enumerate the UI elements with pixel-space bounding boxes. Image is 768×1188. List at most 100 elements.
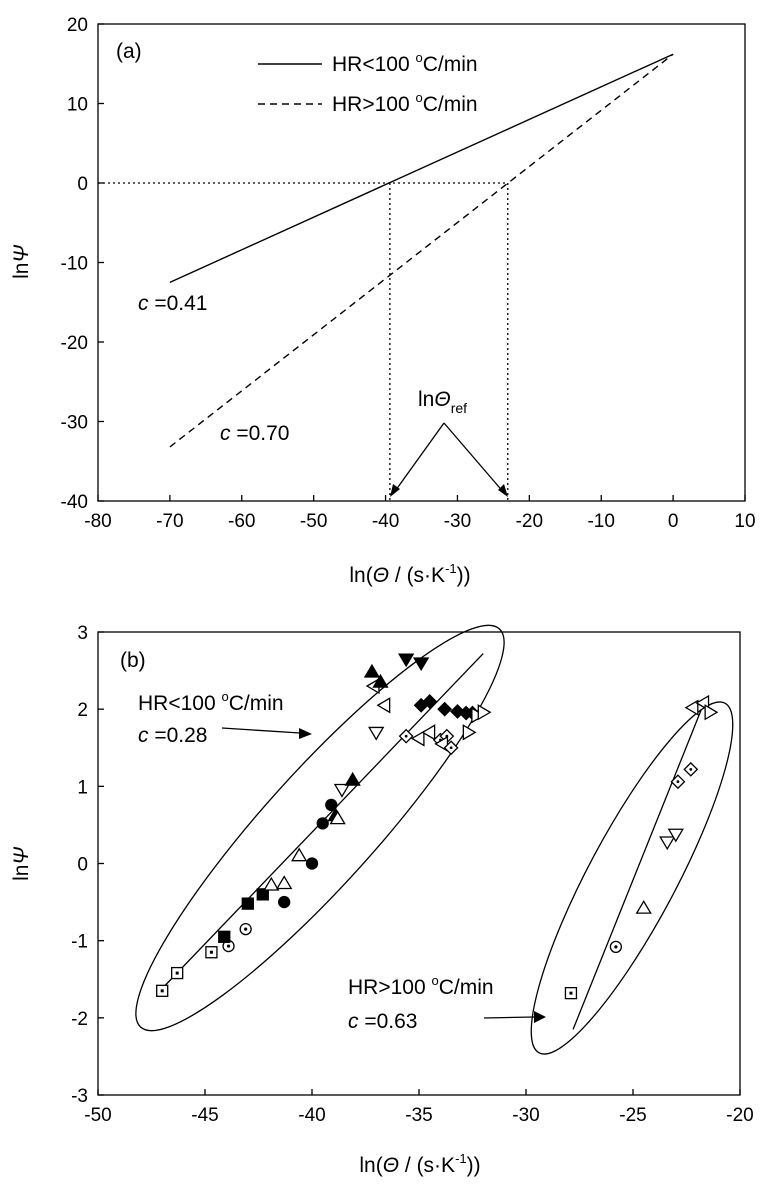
point-circle-filled <box>316 817 329 830</box>
axis0-ytick-label: -20 <box>61 333 88 354</box>
point-triangle-filled <box>363 663 381 678</box>
point-triangle-down-open <box>368 726 385 741</box>
ref-arrowhead-right <box>498 484 508 497</box>
point-triangle-left-open <box>684 699 699 716</box>
point-triangle-left-open <box>421 724 436 741</box>
point-circle-filled <box>278 895 291 909</box>
series-lines-a <box>169 53 674 448</box>
point-triangle-filled <box>372 673 389 688</box>
ellipse-group-low <box>135 624 505 1032</box>
y-axis-label-b: lnΨ <box>10 847 33 881</box>
point-circle-filled <box>305 857 319 870</box>
axis0-xtick-label: 0 <box>668 511 679 532</box>
x-axis-label-b: ln(Θ / (s·K-1)) <box>359 1151 480 1177</box>
axis0-ytick-label: -10 <box>61 254 88 275</box>
point-triangle-down-open <box>659 836 676 851</box>
axis1-xtick-label: -50 <box>84 1105 111 1126</box>
series-line-solid <box>169 53 674 284</box>
group-label-low: HR<100 oC/min <box>138 689 284 715</box>
axis0-xtick-label: -20 <box>516 511 543 532</box>
axis0-ytick-label: -30 <box>61 413 88 434</box>
point-triangle-open <box>291 847 308 862</box>
axis1-xtick-label: -45 <box>191 1105 218 1126</box>
axis-ticks-a: -80 -70 -60 -50 -40 -30 -20 -10 0 10 -40 -30 -20 -10 0… <box>61 15 756 532</box>
ref-arrow-left <box>392 422 445 495</box>
axis1-ytick-label: -1 <box>71 932 88 953</box>
axis0-ytick-label: 0 <box>77 174 88 195</box>
ref-annotation: lnΘref <box>390 388 508 497</box>
point-diamond-open-dot <box>676 780 680 784</box>
axis1-xtick-label: -35 <box>405 1105 432 1126</box>
x-axis-label-a: ln(Θ / (s·K-1)) <box>349 561 470 587</box>
point-circle-open-dot <box>614 945 618 949</box>
group-arrowhead-low <box>299 728 312 739</box>
axis1-xtick-label: -25 <box>619 1105 646 1126</box>
point-square-open-dot <box>569 991 573 995</box>
ref-arrowhead-left <box>390 484 400 497</box>
point-triangle-filled <box>344 771 361 786</box>
point-diamond-open-dot <box>449 746 453 750</box>
axis1-ytick-label: -3 <box>71 1086 88 1107</box>
group-arrow-high <box>483 1016 535 1019</box>
axis0-ytick-label: -40 <box>61 492 88 513</box>
point-triangle-open <box>329 810 346 825</box>
axis-ticks-b: -50 -45 -40 -35 -30 -25 -20 -3 -2 -1 0 1 2 3 <box>71 623 754 1126</box>
axis1-ytick-label: -2 <box>71 1009 88 1030</box>
point-triangle-down-filled <box>413 657 430 672</box>
axis1-ytick-label: 2 <box>77 700 88 721</box>
reference-guides-a <box>98 182 509 501</box>
group-label-high: HR>100 oC/min <box>348 973 494 999</box>
y-axis-label-a: lnΨ <box>10 245 33 279</box>
point-triangle-open <box>276 875 293 890</box>
point-square-open-dot <box>175 971 179 975</box>
axis0-xtick-label: -70 <box>156 511 183 532</box>
axis0-xtick-label: -60 <box>228 511 255 532</box>
point-circle-filled <box>325 798 338 812</box>
axis1-xtick-label: -30 <box>512 1105 539 1126</box>
point-triangle-right-open <box>704 704 719 721</box>
point-triangle-down-filled <box>398 653 415 668</box>
axis0-xtick-label: -80 <box>84 511 111 532</box>
axis1-xtick-label: -20 <box>726 1105 753 1126</box>
c-label-070: c =0.70 <box>220 422 289 445</box>
point-square-filled <box>256 888 269 901</box>
panel-b: -50 -45 -40 -35 -30 -25 -20 -3 -2 -1 0 1 2 3 (b) HR<1… <box>10 623 754 1177</box>
point-square-filled <box>241 897 254 910</box>
point-circle-open-dot <box>226 944 231 948</box>
c-label-041: c =0.41 <box>138 292 207 315</box>
legend-entry-solid: HR<100 oC/min <box>332 50 478 76</box>
point-triangle-right-open <box>477 704 492 721</box>
axis0-xtick-label: -30 <box>444 511 471 532</box>
panel-label-b: (b) <box>120 649 146 672</box>
series-line-dashed <box>169 53 674 448</box>
axis0-xtick-label: -40 <box>372 511 399 532</box>
axis1-ytick-label: 0 <box>77 855 88 876</box>
axis0-ytick-label: 10 <box>67 95 88 116</box>
point-triangle-down-open <box>667 828 684 843</box>
legend-a: HR<100 oC/min HR>100 oC/min <box>258 50 478 116</box>
point-triangle-left-open <box>410 730 425 747</box>
axis0-xtick-label: 10 <box>734 511 755 532</box>
panel-a: -80 -70 -60 -50 -40 -30 -20 -10 0 10 -40 -30 -20 -10 0… <box>10 15 756 587</box>
c-label-028: c =0.28 <box>138 724 207 747</box>
point-diamond-filled <box>437 701 453 717</box>
group-arrowhead-high <box>534 1011 546 1023</box>
point-square-filled <box>218 930 231 943</box>
point-triangle-left-open <box>376 697 391 714</box>
ref-annotation-label: lnΘref <box>418 388 467 416</box>
point-diamond-open-dot <box>404 734 408 738</box>
point-square-open-dot <box>160 989 164 993</box>
point-square-open-dot <box>209 950 213 954</box>
scatter-points-b <box>156 653 719 1000</box>
panel-label-a: (a) <box>116 40 142 63</box>
c-label-063: c =0.63 <box>348 1010 417 1033</box>
point-triangle-open <box>635 899 652 914</box>
point-triangle-open <box>263 876 280 891</box>
point-triangle-down-open <box>333 783 351 798</box>
fit-line-high <box>572 708 703 1030</box>
axis0-ytick-label: 20 <box>67 15 88 36</box>
axis0-xtick-label: -10 <box>587 511 614 532</box>
ref-arrow-right <box>443 422 506 495</box>
group-arrow-low <box>221 727 301 734</box>
